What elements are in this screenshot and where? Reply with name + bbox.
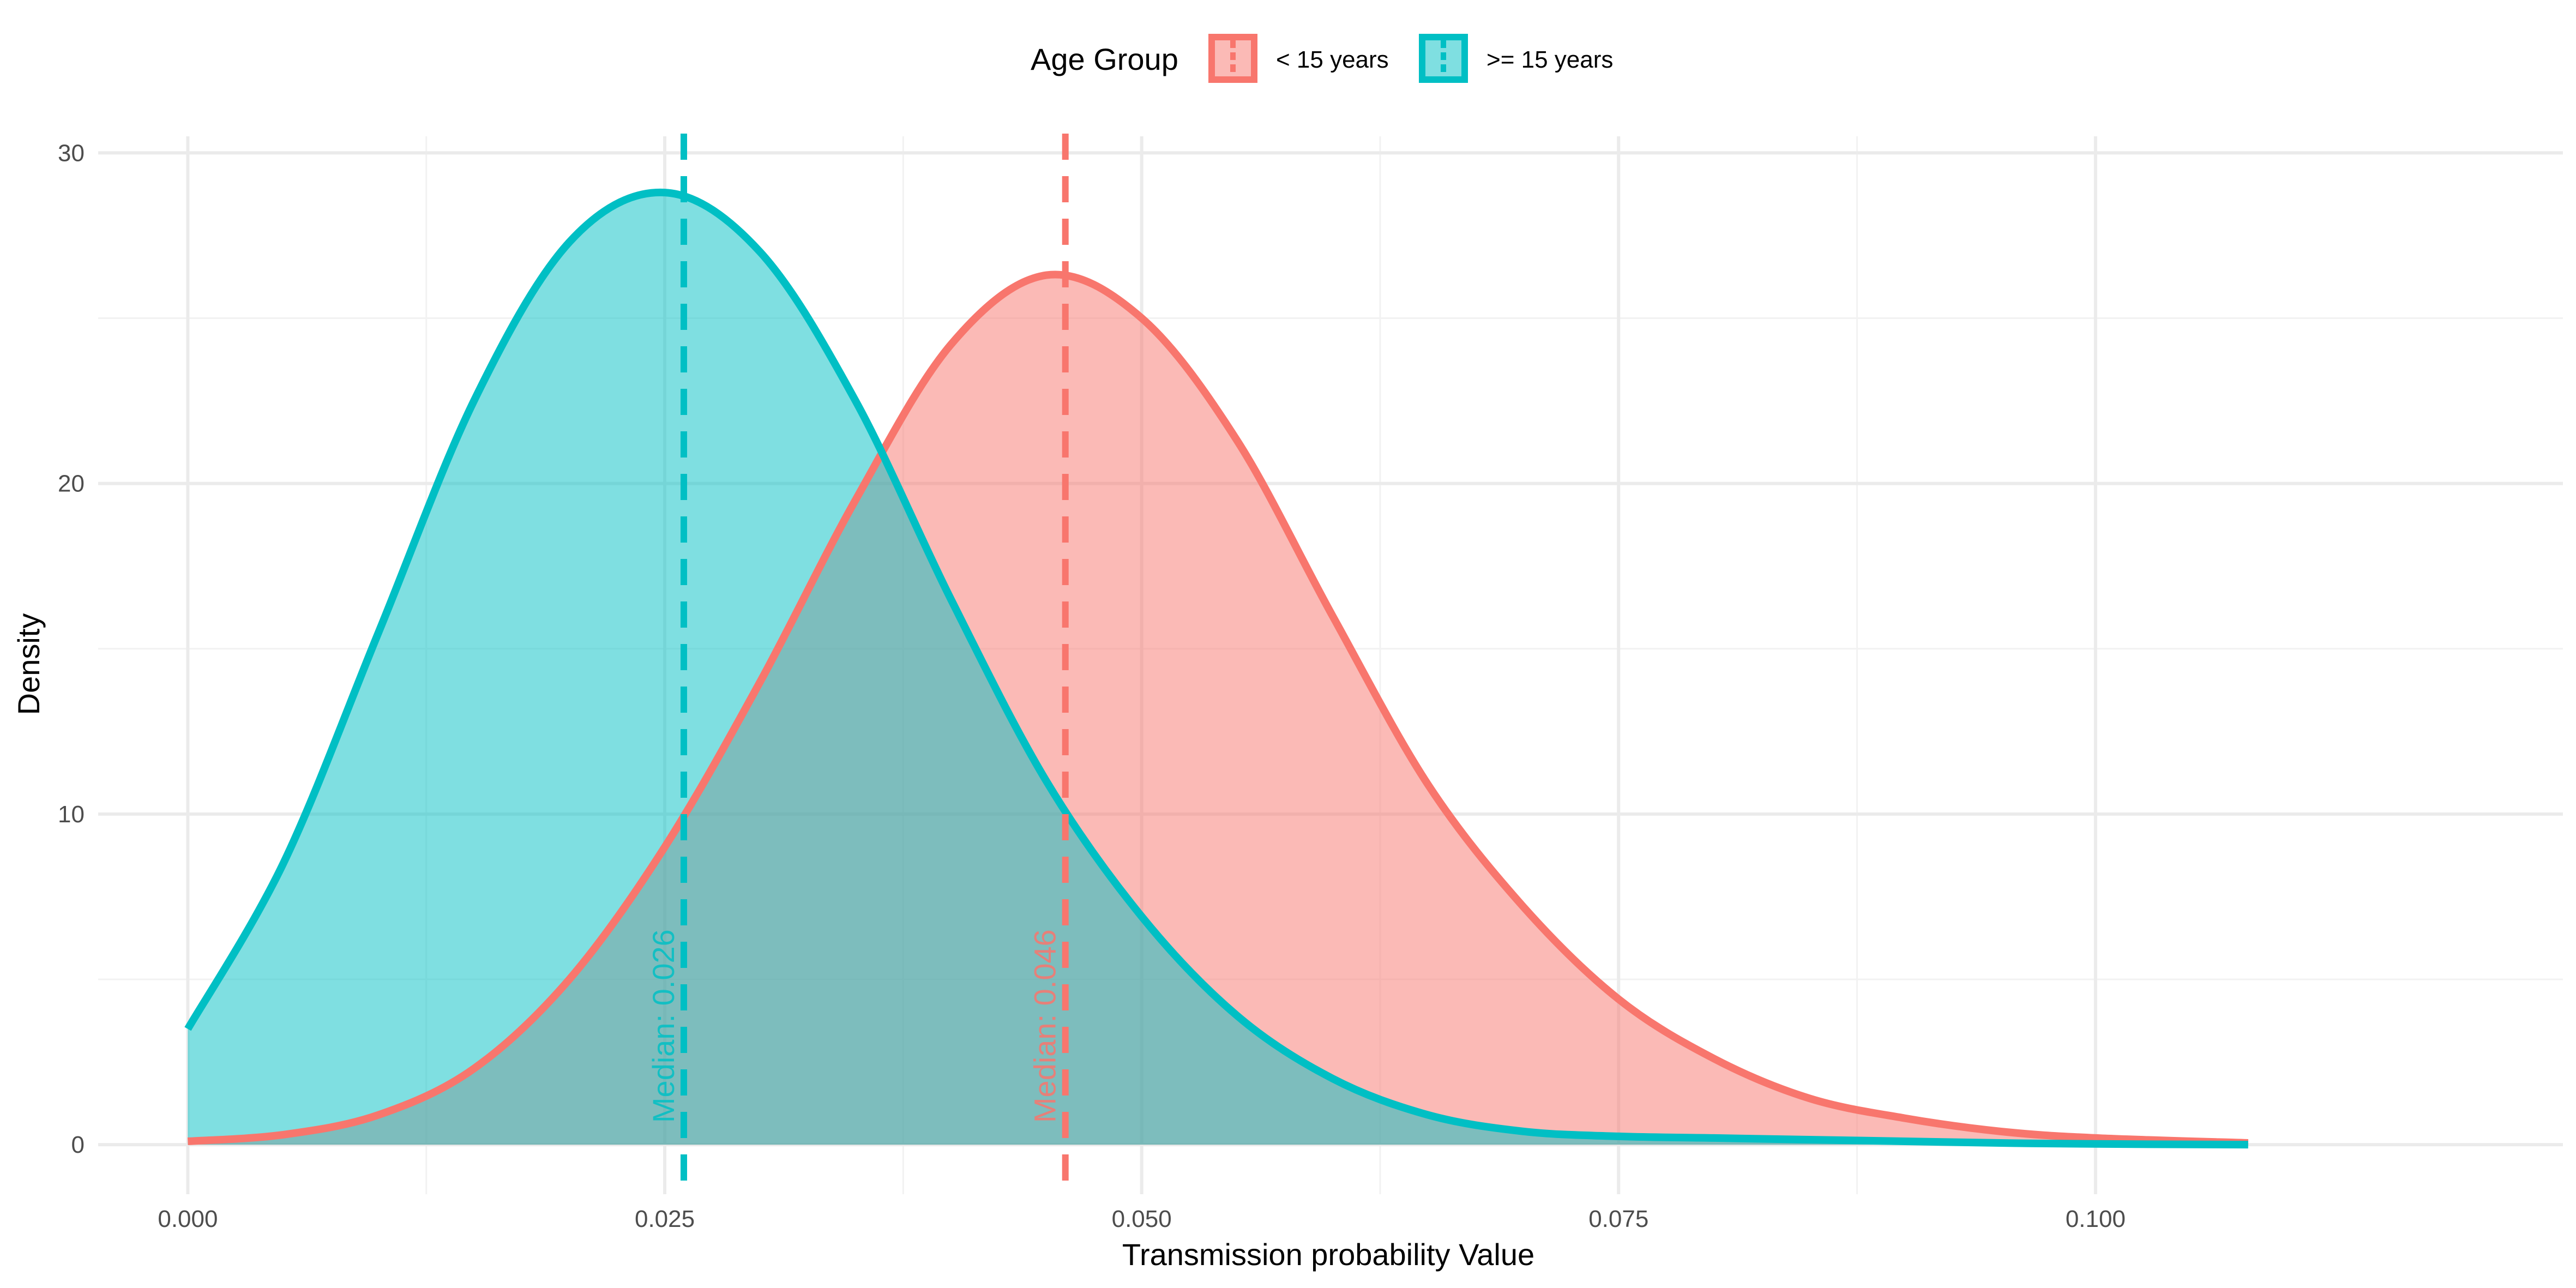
median-label-under-15: Median: 0.046: [1028, 929, 1062, 1123]
y-axis-title: Density: [11, 613, 46, 715]
legend-label-under-15: < 15 years: [1276, 46, 1389, 73]
legend-swatch-under-15: [1208, 34, 1257, 83]
median-lines: Median: 0.046 Median: 0.026: [646, 134, 1069, 1197]
y-tick-label: 10: [58, 801, 85, 828]
density-curves: [184, 188, 2249, 1149]
axis-ticks: 0.000 0.025 0.050 0.075 0.100 0 10 20 30: [58, 140, 2126, 1232]
legend-item-under-15: < 15 years: [1208, 34, 1389, 83]
density-areas: [188, 192, 2248, 1145]
y-tick-label: 20: [58, 471, 85, 497]
legend-label-over-15: >= 15 years: [1486, 46, 1613, 73]
x-axis-title: Transmission probability Value: [1122, 1237, 1534, 1272]
density-curve-over-15: [184, 188, 2248, 1149]
legend-items: < 15 years >= 15 years: [1208, 34, 1613, 83]
y-tick-label: 0: [71, 1131, 85, 1158]
median-label-over-15: Median: 0.026: [646, 929, 681, 1123]
legend-item-over-15: >= 15 years: [1419, 34, 1613, 83]
legend: Age Group < 15 years >= 15 years: [1031, 34, 1613, 83]
y-tick-label: 30: [58, 140, 85, 166]
x-tick-label: 0.100: [2066, 1206, 2126, 1232]
density-area-over-15: [188, 192, 2248, 1145]
density-curve-under-15: [187, 270, 2249, 1147]
x-tick-label: 0.025: [635, 1206, 695, 1232]
x-tick-label: 0.075: [1588, 1206, 1648, 1232]
x-tick-label: 0.000: [158, 1206, 218, 1232]
x-tick-label: 0.050: [1112, 1206, 1172, 1232]
legend-title: Age Group: [1031, 42, 1178, 76]
